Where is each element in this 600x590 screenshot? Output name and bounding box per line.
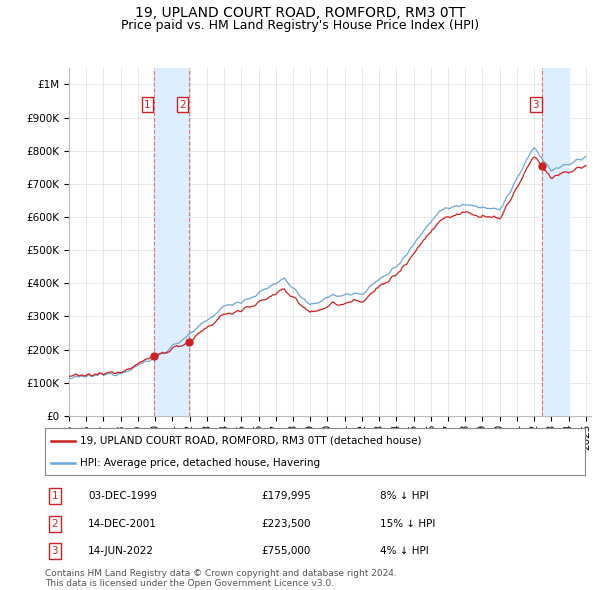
Text: 14-JUN-2022: 14-JUN-2022 <box>88 546 154 556</box>
Text: 2: 2 <box>179 100 186 110</box>
Text: 1: 1 <box>144 100 151 110</box>
Text: 3: 3 <box>52 546 58 556</box>
Text: £179,995: £179,995 <box>261 491 311 502</box>
Text: £223,500: £223,500 <box>261 519 311 529</box>
Text: 4% ↓ HPI: 4% ↓ HPI <box>380 546 428 556</box>
Text: £755,000: £755,000 <box>261 546 310 556</box>
Text: 19, UPLAND COURT ROAD, ROMFORD, RM3 0TT: 19, UPLAND COURT ROAD, ROMFORD, RM3 0TT <box>135 6 465 20</box>
Text: Contains HM Land Registry data © Crown copyright and database right 2024.
This d: Contains HM Land Registry data © Crown c… <box>45 569 397 588</box>
Text: 8% ↓ HPI: 8% ↓ HPI <box>380 491 428 502</box>
Text: Price paid vs. HM Land Registry's House Price Index (HPI): Price paid vs. HM Land Registry's House … <box>121 19 479 32</box>
Text: 1: 1 <box>52 491 58 502</box>
Text: HPI: Average price, detached house, Havering: HPI: Average price, detached house, Have… <box>80 458 320 468</box>
Text: 14-DEC-2001: 14-DEC-2001 <box>88 519 157 529</box>
Text: 3: 3 <box>532 100 539 110</box>
Text: 15% ↓ HPI: 15% ↓ HPI <box>380 519 435 529</box>
Text: 19, UPLAND COURT ROAD, ROMFORD, RM3 0TT (detached house): 19, UPLAND COURT ROAD, ROMFORD, RM3 0TT … <box>80 436 422 446</box>
Bar <box>154 68 189 416</box>
Text: 2: 2 <box>52 519 58 529</box>
Text: 03-DEC-1999: 03-DEC-1999 <box>88 491 157 502</box>
Bar <box>542 68 569 416</box>
